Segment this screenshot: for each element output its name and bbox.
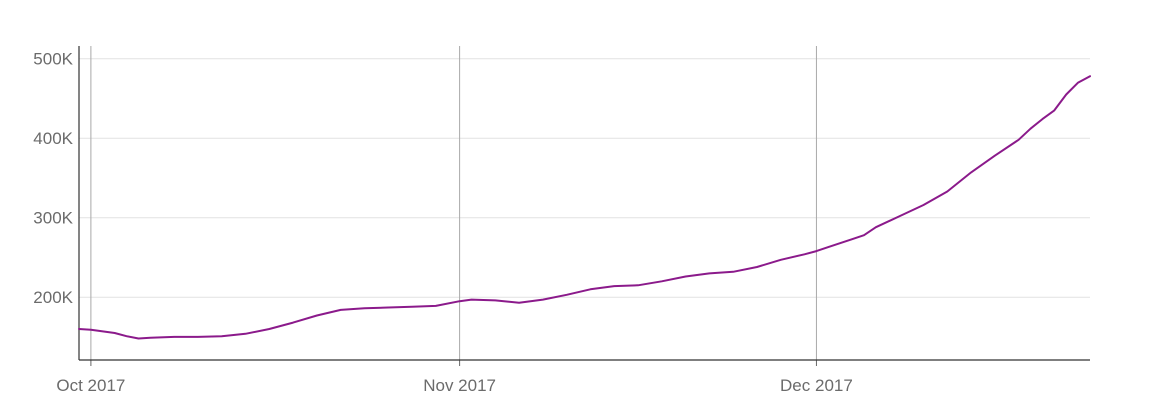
x-tick-label: Nov 2017: [423, 376, 496, 395]
series-line: [78, 75, 1091, 340]
gridlines: [79, 46, 1090, 360]
y-tick-label: 500K: [33, 50, 73, 69]
axes: [78, 46, 1090, 366]
series-layer: [78, 75, 1091, 340]
x-tick-label: Oct 2017: [56, 376, 125, 395]
tick-labels: 200K 300K 400K 500K Oct 2017 Nov 2017 Dec 2017: [33, 50, 853, 395]
y-tick-label: 300K: [33, 209, 73, 228]
y-tick-label: 400K: [33, 129, 73, 148]
x-tick-label: Dec 2017: [780, 376, 853, 395]
y-tick-label: 200K: [33, 288, 73, 307]
